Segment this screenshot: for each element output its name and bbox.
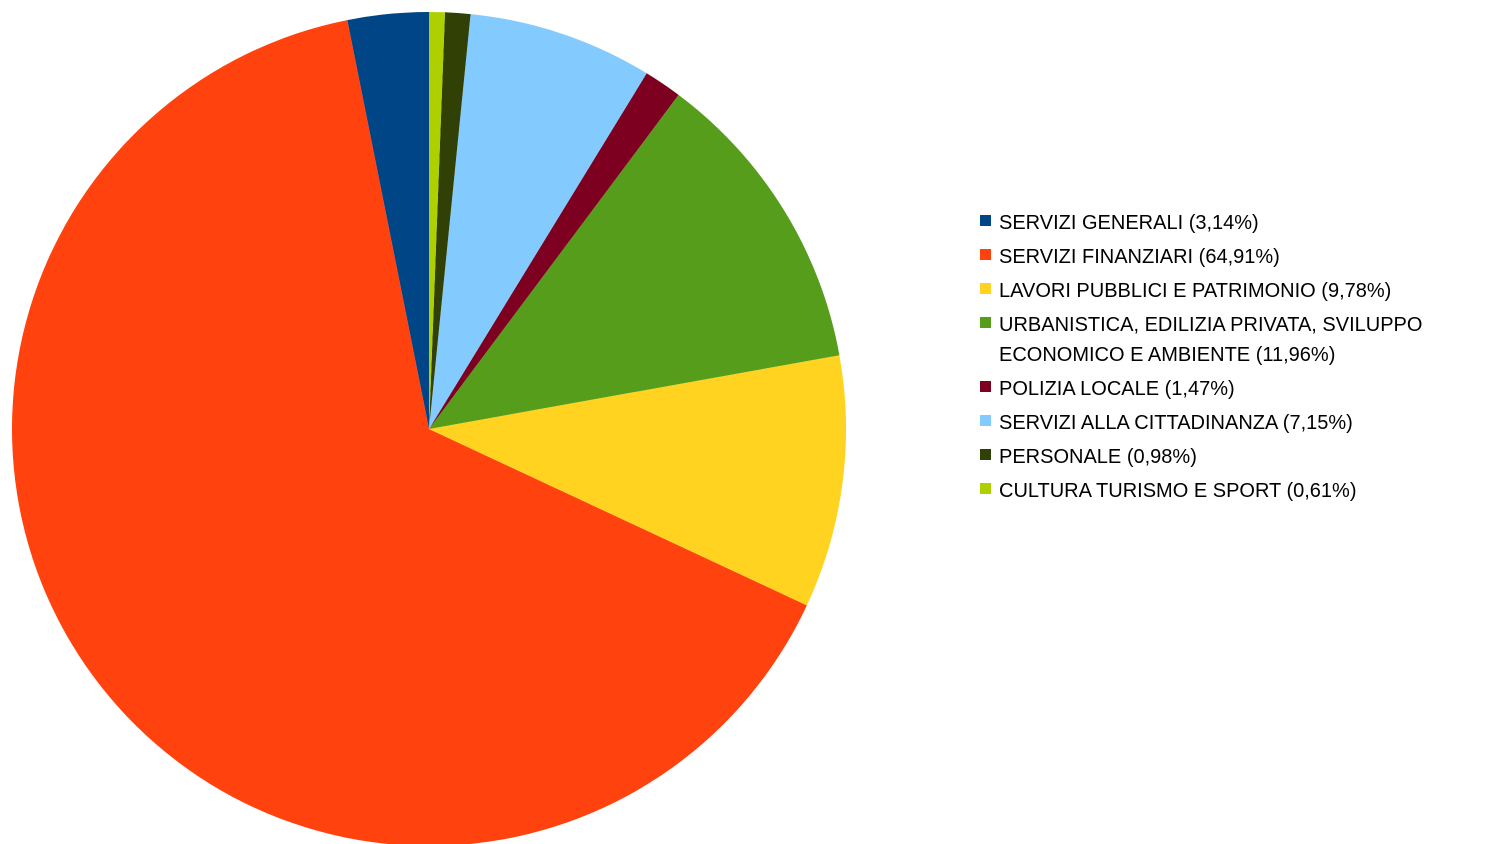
pie-slice-3 [429,355,847,606]
legend-item-4: URBANISTICA, EDILIZIA PRIVATA, SVILUPPO … [980,308,1480,372]
pie-slice-7 [429,12,471,430]
chart-legend: SERVIZI GENERALI (3,14%) SERVIZI FINANZIA… [980,206,1480,508]
legend-label: URBANISTICA, EDILIZIA PRIVATA, SVILUPPO … [999,314,1423,366]
legend-swatch [980,415,991,426]
legend-swatch [980,381,991,392]
legend-item-3: LAVORI PUBBLICI E PATRIMONIO (9,78%) [980,274,1480,308]
legend-label: SERVIZI GENERALI (3,14%) [999,212,1259,234]
pie-slice-6 [429,14,647,430]
legend-item-2: SERVIZI FINANZIARI (64,91%) [980,240,1480,274]
pie-slice-8 [429,12,445,429]
legend-label: LAVORI PUBBLICI E PATRIMONIO (9,78%) [999,280,1392,302]
legend-item-7: PERSONALE (0,98%) [980,440,1480,474]
legend-item-5: POLIZIA LOCALE (1,47%) [980,372,1480,406]
legend-item-8: CULTURA TURISMO E SPORT (0,61%) [980,474,1480,508]
legend-label: SERVIZI ALLA CITTADINANZA (7,15%) [999,412,1353,434]
legend-label: SERVIZI FINANZIARI (64,91%) [999,246,1280,268]
legend-swatch [980,283,991,294]
legend-swatch [980,249,991,260]
legend-swatch [980,449,991,460]
legend-item-6: SERVIZI ALLA CITTADINANZA (7,15%) [980,406,1480,440]
pie-slice-2 [12,20,807,844]
legend-item-1: SERVIZI GENERALI (3,14%) [980,206,1480,240]
legend-swatch [980,215,991,226]
pie-slice-1 [347,12,429,429]
legend-swatch [980,317,991,328]
legend-label: PERSONALE (0,98%) [999,446,1197,468]
pie-slice-5 [429,73,679,429]
pie-slice-4 [429,94,840,430]
legend-label: CULTURA TURISMO E SPORT (0,61%) [999,480,1357,502]
legend-swatch [980,483,991,494]
legend-label: POLIZIA LOCALE (1,47%) [999,378,1235,400]
